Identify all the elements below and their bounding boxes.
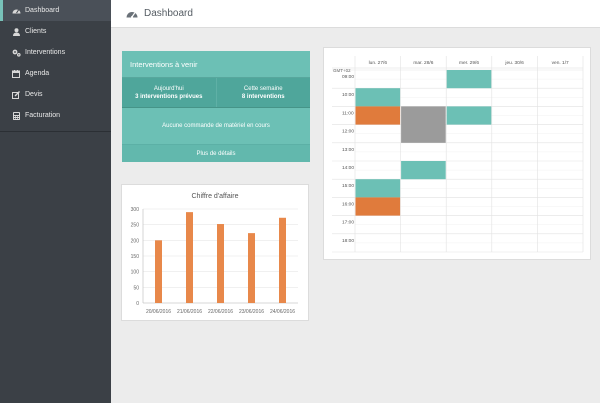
calendar-hour-label: 15:00 (342, 183, 354, 189)
revenue-chart-panel: Chiffre d'affaire 0 50 100 150 200 250 300 20/0… (121, 184, 309, 321)
today-summary: Aujourd'hui 3 interventions prévues (122, 78, 216, 107)
sidebar-item-agenda[interactable]: Agenda (0, 63, 111, 84)
calendar-event[interactable] (355, 106, 401, 125)
x-tick-label: 22/06/2016 (208, 309, 233, 315)
calendar-day-header: jeu. 30/6 (504, 60, 524, 66)
chart-bar (155, 240, 162, 303)
calendar-hour-label: 18:00 (342, 238, 354, 244)
y-tick-label: 50 (133, 285, 139, 291)
x-tick-label: 23/06/2016 (239, 309, 264, 315)
calendar-hour-label: 12:00 (342, 129, 354, 135)
page-header: Dashboard (111, 0, 600, 28)
x-tick-label: 24/06/2016 (270, 309, 295, 315)
calendar-hour-label: 17:00 (342, 220, 354, 226)
dashboard-icon (126, 9, 138, 19)
calendar-event[interactable] (446, 106, 492, 125)
sidebar-item-label: Dashboard (25, 7, 60, 14)
today-label: Aujourd'hui (153, 85, 184, 92)
gears-icon (11, 49, 21, 57)
calendar-day-header: mar. 28/6 (413, 60, 433, 66)
agenda-calendar-panel: lun. 27/6 mar. 28/6 mer. 29/6 jeu. 30/6 ven.… (323, 47, 591, 260)
calendar-hour-label: 11:00 (342, 110, 354, 116)
chart-bar (186, 212, 193, 303)
edit-icon (11, 90, 21, 99)
calendar-hour-label: 13:00 (342, 147, 354, 153)
sidebar-item-facturation[interactable]: Facturation (0, 105, 111, 126)
chart-title: Chiffre d'affaire (192, 193, 239, 200)
chart-bar (279, 217, 286, 303)
user-icon (11, 27, 21, 36)
sidebar-item-clients[interactable]: Clients (0, 21, 111, 42)
chart-bar (248, 233, 255, 303)
today-value: 3 interventions prévues (135, 93, 203, 100)
sidebar-item-label: Devis (25, 91, 43, 98)
calendar-timezone: GMT+02 (333, 68, 351, 73)
calendar-day-header: mer. 29/6 (459, 60, 479, 66)
calendar-event[interactable] (401, 161, 446, 180)
calendar-hour-label: 16:00 (342, 201, 354, 207)
y-tick-label: 100 (131, 270, 140, 276)
y-tick-label: 250 (131, 223, 140, 229)
sidebar-item-interventions[interactable]: Interventions (0, 42, 111, 63)
calendar-event[interactable] (355, 88, 401, 107)
week-label: Cette semaine (243, 85, 283, 92)
dashboard-icon (11, 7, 21, 15)
week-summary: Cette semaine 8 interventions (215, 78, 311, 107)
interventions-title: Interventions à venir (122, 51, 310, 78)
calendar-icon (11, 69, 21, 78)
sidebar-divider (0, 131, 111, 132)
page-title: Dashboard (144, 8, 193, 19)
sidebar-item-label: Clients (25, 28, 47, 35)
y-tick-label: 150 (131, 254, 140, 260)
calendar-day-header: ven. 1/7 (552, 60, 569, 66)
sidebar-item-label: Agenda (25, 70, 50, 77)
calendar-event[interactable] (355, 197, 401, 216)
y-tick-label: 0 (136, 301, 139, 307)
sidebar-item-label: Interventions (25, 49, 66, 56)
calendar-hour-label: 09:00 (342, 74, 354, 80)
x-tick-label: 20/06/2016 (146, 309, 171, 315)
no-order-message: Aucune commande de matériel en cours (122, 108, 310, 145)
calculator-icon (11, 111, 21, 120)
y-tick-label: 200 (131, 238, 140, 244)
calendar-event[interactable] (355, 179, 401, 198)
calendar-event[interactable] (401, 106, 446, 143)
sidebar-item-dashboard[interactable]: Dashboard (0, 0, 111, 21)
y-tick-label: 300 (131, 207, 140, 213)
interventions-panel: Interventions à venir Aujourd'hui 3 inte… (122, 51, 310, 162)
week-value: 8 interventions (241, 93, 285, 100)
revenue-chart: Chiffre d'affaire 0 50 100 150 200 250 300 20/0… (131, 193, 298, 315)
x-tick-label: 21/06/2016 (177, 309, 202, 315)
calendar-day-header: lun. 27/6 (369, 60, 388, 66)
calendar-hour-label: 10:00 (342, 92, 354, 98)
calendar-event[interactable] (446, 70, 492, 89)
sidebar-item-label: Facturation (25, 112, 61, 119)
sidebar: Dashboard Clients Interventions Agenda D… (0, 0, 112, 403)
agenda-calendar: lun. 27/6 mar. 28/6 mer. 29/6 jeu. 30/6 ven.… (332, 56, 584, 253)
calendar-hour-label: 14:00 (342, 165, 354, 171)
more-details-link[interactable]: Plus de détails (122, 145, 310, 162)
interventions-summary: Aujourd'hui 3 interventions prévues Cett… (122, 78, 310, 108)
sidebar-item-devis[interactable]: Devis (0, 84, 111, 105)
chart-bar (217, 224, 224, 303)
